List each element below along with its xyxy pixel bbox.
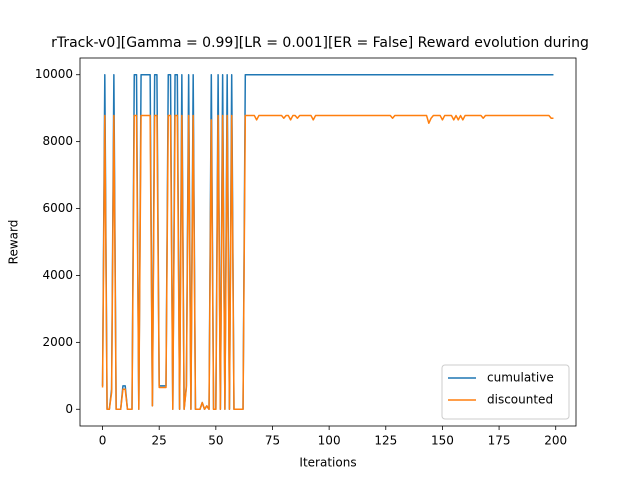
y-tick-label: 0 (65, 402, 73, 416)
y-tick-label: 8000 (42, 134, 73, 148)
chart-title: rTrack-v0][Gamma = 0.99][LR = 0.001][ER … (51, 35, 589, 51)
y-axis-label: Reward (7, 220, 21, 265)
y-tick-label: 2000 (42, 335, 73, 349)
x-tick-label: 125 (374, 434, 397, 448)
y-tick-label: 10000 (35, 67, 73, 81)
line-series (101, 114, 554, 411)
legend-label: discounted (487, 393, 553, 407)
x-tick-label: 200 (544, 434, 567, 448)
x-tick-label: 0 (99, 434, 107, 448)
x-axis-label: Iterations (299, 456, 356, 470)
legend-label: cumulative (487, 371, 554, 385)
x-tick-label: 25 (152, 434, 167, 448)
y-tick-label: 4000 (42, 268, 73, 282)
x-tick-label: 175 (488, 434, 511, 448)
plot-frame (79, 57, 577, 427)
x-tick-label: 50 (208, 434, 223, 448)
x-tick-label: 150 (431, 434, 454, 448)
x-tick-label: 100 (318, 434, 341, 448)
x-tick-label: 75 (265, 434, 280, 448)
y-tick-label: 6000 (42, 201, 73, 215)
